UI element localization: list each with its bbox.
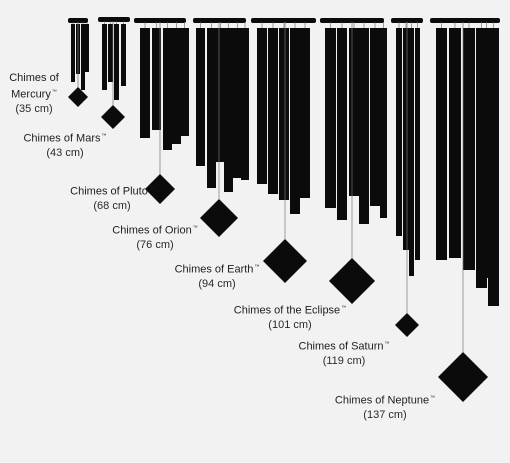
chime-size: (137 cm)	[363, 408, 407, 421]
trademark-symbol: ™	[51, 89, 57, 95]
trademark-symbol: ™	[101, 133, 107, 139]
chime-tube	[172, 28, 181, 144]
chime-tube	[207, 28, 216, 188]
chime-tube	[325, 28, 336, 208]
chime-tube	[114, 24, 119, 100]
chime-label: Chimes of Mercury™ (35 cm)	[0, 71, 94, 116]
chime-tube	[488, 28, 499, 306]
chime-tube	[108, 24, 113, 82]
chime-tube	[359, 28, 369, 224]
chime-size: (119 cm)	[322, 354, 366, 367]
chime-tube	[163, 28, 172, 150]
chime-size: (35 cm)	[15, 102, 53, 115]
chime-6	[320, 18, 387, 304]
chime-wind-sail	[145, 174, 175, 204]
trademark-symbol: ™	[148, 186, 154, 192]
chime-tube	[81, 24, 85, 90]
chime-tube	[436, 28, 447, 260]
chime-size: (68 cm)	[93, 199, 131, 212]
chime-top-cap	[134, 18, 186, 23]
chime-tube	[140, 28, 150, 138]
chime-tube	[370, 28, 380, 206]
chime-tube	[257, 28, 267, 184]
chime-label: Chimes of the Eclipse™ (101 cm)	[230, 301, 350, 332]
chime-tube	[290, 28, 300, 214]
chime-size: (43 cm)	[46, 146, 84, 159]
chime-7	[391, 18, 423, 337]
chime-tube	[233, 28, 242, 178]
chime-tube	[196, 28, 205, 166]
chime-tube	[409, 28, 414, 276]
chime-tube	[241, 28, 249, 180]
chime-label: Chimes of Saturn™ (119 cm)	[284, 337, 404, 368]
chime-top-cap	[98, 17, 130, 22]
chime-name: Chimes of Saturn™	[298, 340, 390, 353]
chime-wind-sail	[200, 199, 238, 237]
chime-name: Chimes of Orion™	[112, 224, 198, 237]
trademark-symbol: ™	[341, 305, 347, 311]
chime-tube	[482, 28, 491, 278]
chime-size: (76 cm)	[136, 238, 174, 251]
chime-name: Chimes of Pluto™	[70, 185, 154, 198]
chime-tube	[279, 28, 289, 200]
chime-size: (94 cm)	[198, 277, 236, 290]
chime-label: Chimes of Mars™ (43 cm)	[5, 129, 125, 160]
chime-5	[251, 18, 316, 283]
chime-top-cap	[251, 18, 316, 23]
chime-top-cap	[193, 18, 246, 23]
chime-name: Chimes of	[9, 72, 59, 84]
chime-tube	[380, 28, 387, 218]
trademark-symbol: ™	[192, 225, 198, 231]
trademark-symbol: ™	[430, 395, 436, 401]
chime-tube	[476, 28, 487, 288]
chime-name: Chimes of Earth™	[174, 263, 260, 276]
chime-wind-sail	[438, 352, 488, 402]
chime-top-cap	[430, 18, 500, 23]
chime-tube	[463, 28, 475, 270]
trademark-symbol: ™	[254, 264, 260, 270]
chime-name: Chimes of the Eclipse™	[233, 304, 347, 317]
chime-tube	[216, 28, 225, 162]
chime-tube	[396, 28, 402, 236]
chime-label: Chimes of Earth™ (94 cm)	[157, 260, 277, 291]
chime-label: Chimes of Pluto™ (68 cm)	[52, 182, 172, 213]
chime-top-cap	[320, 18, 384, 23]
chime-tube	[337, 28, 347, 220]
chime-tube	[449, 28, 461, 258]
chime-top-cap	[68, 18, 88, 23]
chime-wind-sail	[329, 258, 375, 304]
chime-tube	[85, 24, 89, 72]
chime-wind-sail	[68, 87, 88, 107]
chime-top-cap	[391, 18, 423, 23]
chime-tube	[224, 28, 233, 192]
chime-wind-sail	[395, 313, 419, 337]
trademark-symbol: ™	[384, 341, 390, 347]
chime-tube	[349, 28, 359, 196]
chime-tube	[71, 24, 75, 82]
chime-tube	[121, 24, 126, 86]
chime-tube	[300, 28, 310, 198]
chime-name: Chimes of Neptune™	[334, 394, 436, 407]
chime-4	[193, 18, 249, 237]
chime-label: Chimes of Neptune™ (137 cm)	[325, 391, 445, 422]
chime-wind-sail	[101, 105, 125, 129]
chime-3	[134, 18, 189, 204]
chime-name: Chimes of Mars™	[23, 132, 107, 145]
chime-tube	[403, 28, 409, 250]
chime-tube	[415, 28, 420, 260]
chime-8	[430, 18, 500, 402]
chime-tube	[152, 28, 161, 130]
chime-2	[98, 17, 130, 129]
chime-wind-sail	[263, 239, 307, 283]
chime-tube	[268, 28, 278, 194]
chime-1	[68, 18, 89, 107]
chime-label: Chimes of Orion™ (76 cm)	[95, 221, 215, 252]
chime-tube	[102, 24, 107, 90]
chime-size: (101 cm)	[268, 318, 312, 331]
chime-name: Mercury™	[11, 88, 57, 101]
chime-tube	[180, 28, 189, 136]
